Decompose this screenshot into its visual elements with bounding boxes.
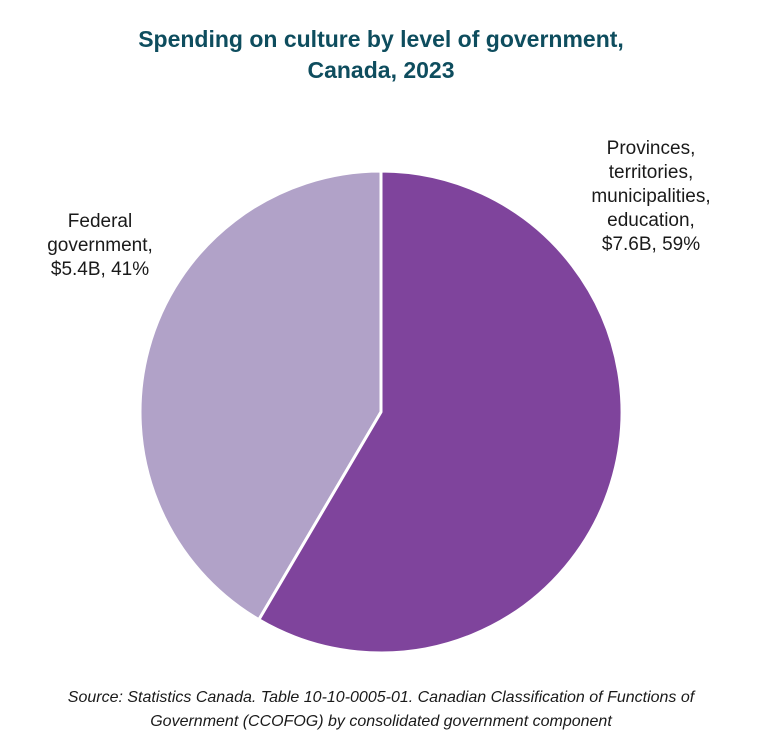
slice-label-provinces-line-2: territories, xyxy=(608,162,694,183)
slice-label-federal-line-1: Federal xyxy=(67,211,133,232)
pie-slice-federal xyxy=(138,169,383,622)
slice-label-provinces: Provinces, territories, municipalities, … xyxy=(566,137,736,257)
source-note-line-2: Government (CCOFOG) by consolidated gove… xyxy=(150,713,612,730)
slice-label-provinces-line-3: municipalities, xyxy=(591,186,711,207)
source-note-line-1: Source: Statistics Canada. Table 10-10-0… xyxy=(67,689,695,706)
chart-title-line-1: Spending on culture by level of governme… xyxy=(138,26,624,52)
chart-title-line-2: Canada, 2023 xyxy=(307,57,455,83)
slice-label-federal: Federal government, $5.4B, 41% xyxy=(20,210,180,282)
pie-slice-provinces xyxy=(257,169,624,655)
slice-label-federal-line-3: $5.4B, 41% xyxy=(50,259,150,280)
slice-label-provinces-line-4: education, xyxy=(607,210,695,231)
slice-label-provinces-line-5: $7.6B, 59% xyxy=(601,234,701,255)
slice-label-provinces-line-1: Provinces, xyxy=(606,138,696,159)
slice-label-federal-line-2: government, xyxy=(47,235,153,256)
source-note: Source: Statistics Canada. Table 10-10-0… xyxy=(0,686,762,734)
chart-title: Spending on culture by level of governme… xyxy=(0,24,762,86)
